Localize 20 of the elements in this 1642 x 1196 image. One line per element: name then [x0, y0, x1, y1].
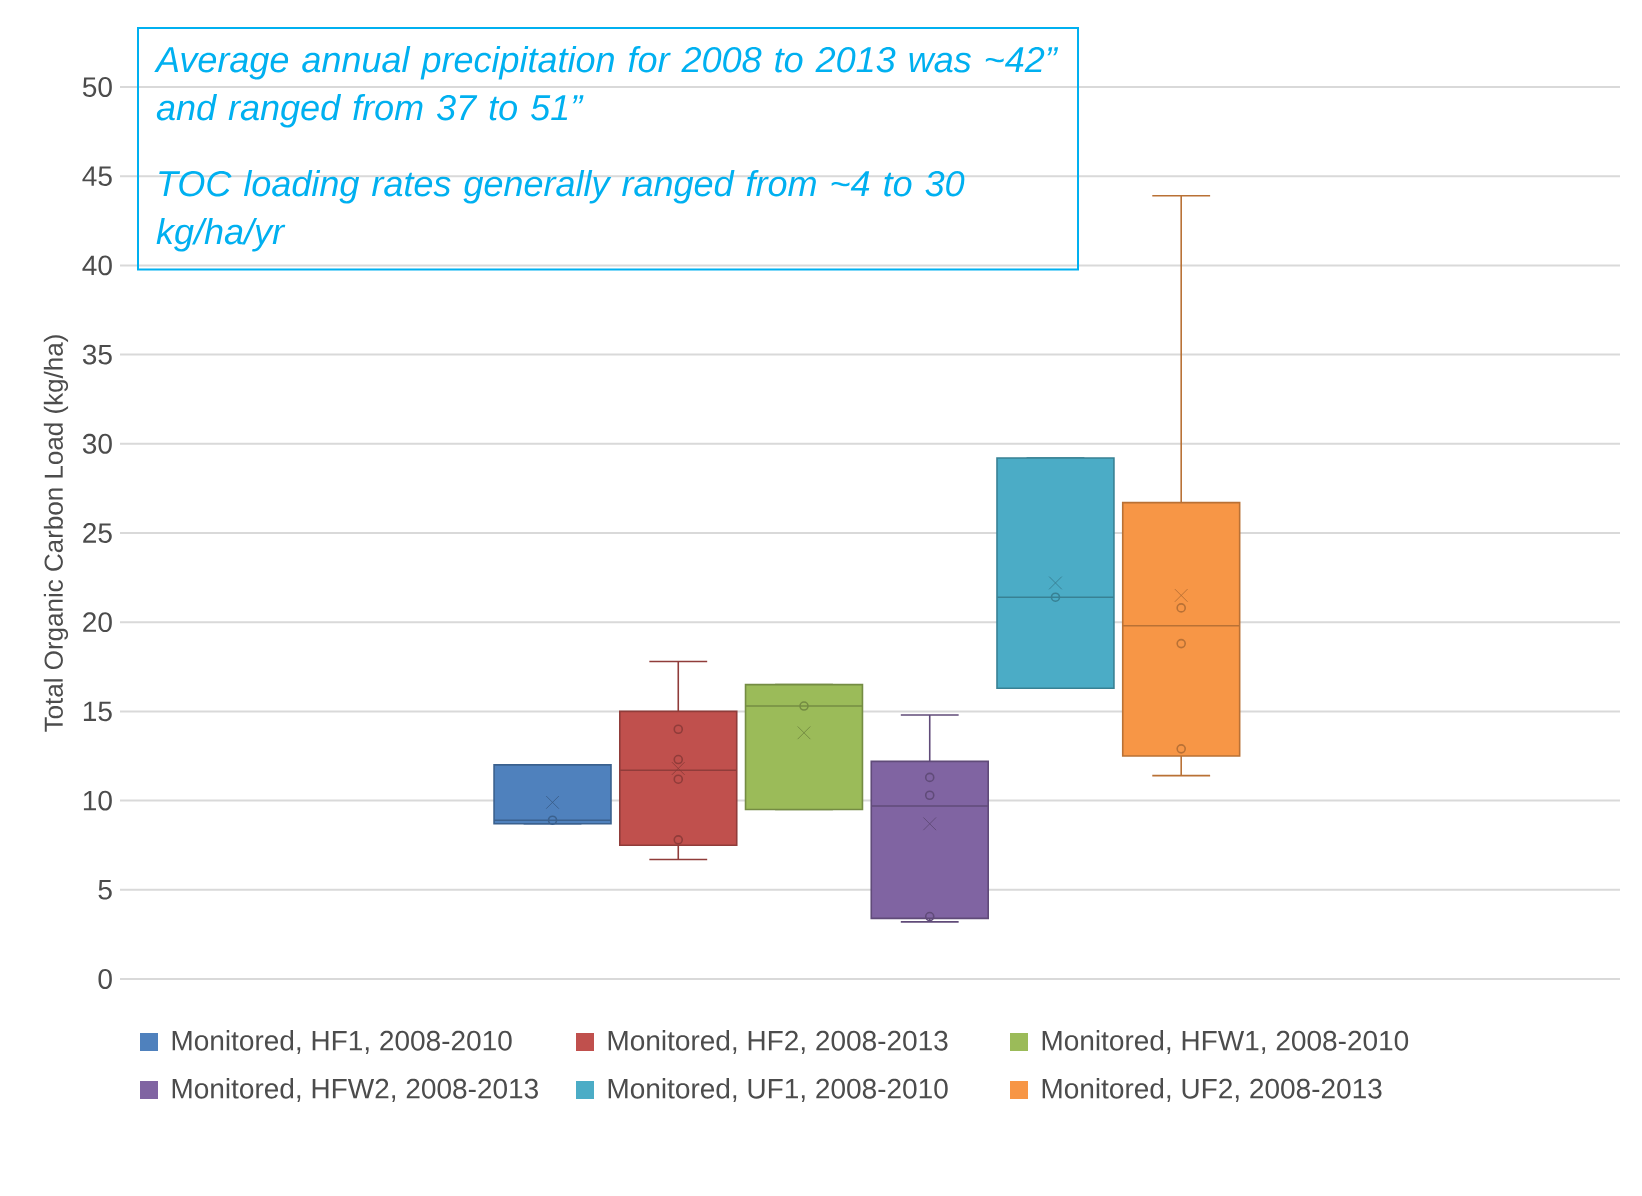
y-tick-label: 35 — [82, 344, 112, 365]
y-axis-title: Total Organic Carbon Load (kg/ha) — [43, 335, 69, 732]
legend-label: Monitored, HF2, 2008-2013 — [608, 1030, 948, 1054]
y-tick-label: 20 — [83, 612, 112, 633]
legend-label: Monitored, HF1, 2008-2010 — [172, 1030, 512, 1054]
legend-label: Monitored, HFW2, 2008-2013 — [172, 1078, 538, 1102]
y-tick-label: 15 — [83, 701, 112, 722]
y-tick-label: 10 — [83, 790, 112, 811]
y-tick-label: 30 — [82, 433, 112, 454]
y-tick-label: 25 — [83, 523, 112, 543]
legend-label: Monitored, UF1, 2008-2010 — [608, 1078, 948, 1102]
y-tick-label: 5 — [98, 880, 112, 900]
annotation: TOC loading rates generally ranged from ~4 to 30 kg/ha/yr — [156, 169, 965, 252]
legend-label: Monitored, UF2, 2008-2013 — [1042, 1078, 1382, 1102]
y-tick-label: 50 — [82, 77, 112, 97]
y-tick-label: 40 — [82, 255, 112, 276]
y-tick-label: 0 — [98, 969, 112, 989]
y-tick-label: 45 — [82, 166, 112, 186]
legend-label: Monitored, HFW1, 2008-2010 — [1042, 1030, 1409, 1054]
annotation: Average annual precipitation for 2008 to 2013 was ~42” and ranged from 37 to 51” — [154, 45, 1059, 128]
